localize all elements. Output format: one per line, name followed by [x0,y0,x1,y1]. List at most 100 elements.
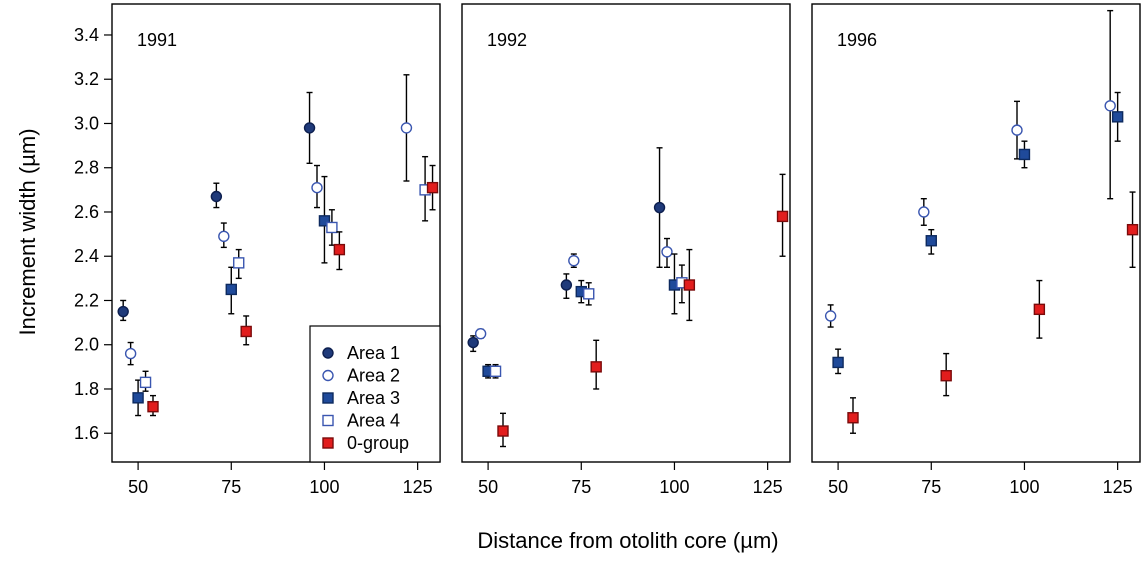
data-point [400,122,413,134]
data-point [326,221,338,234]
chart-panels: 1991 50 75 100 125 1.6 1.8 2.0 2.2 2.4 2.6 2.8 3.0 3.… [74,3,1141,497]
data-point [847,412,859,424]
legend-label: Area 3 [347,388,400,408]
data-point [147,400,159,413]
data-point [940,370,952,382]
data-point [139,376,152,389]
data-point [117,305,129,318]
panel-title: 1992 [487,30,527,50]
data-point [583,288,595,300]
data-point [661,246,673,258]
data-point [590,361,602,373]
series-area-4 [489,264,688,379]
series-area-2 [474,237,673,340]
y-tick-label: 2.8 [74,158,99,178]
panel-frame [461,3,791,463]
legend-marker-area-4 [322,414,334,427]
panel-frame [111,3,441,463]
panel-frame [811,3,1141,463]
series-area-3 [832,91,1124,375]
legend-label: Area 2 [347,366,400,386]
y-tick-label: 2.4 [74,246,99,266]
x-tick-label: 75 [921,477,941,497]
legend-marker-area-1 [322,347,334,359]
y-tick-label: 3.0 [74,113,99,133]
x-tick-label: 75 [221,477,241,497]
data-point [925,235,937,247]
data-point [218,230,230,243]
data-point [1033,303,1046,316]
legend-marker-0-group [322,437,334,449]
data-point [560,279,573,291]
data-point [467,336,479,349]
x-tick-label: 100 [659,477,689,497]
data-point [918,206,930,218]
x-tick-label: 50 [128,477,148,497]
data-point [497,425,509,437]
series-area-3 [132,175,331,417]
x-axis-title: Distance from otolith core (µm) [477,528,778,553]
data-point [832,356,844,369]
series-0-group [847,191,1139,434]
series-area-2 [824,9,1116,328]
data-point [1104,100,1116,112]
y-tick-label: 2.6 [74,202,99,222]
data-point [489,365,502,377]
y-axis-title: Increment width (µm) [15,128,40,335]
data-point [824,310,837,322]
x-tick-label: 50 [478,477,498,497]
series-area-1 [467,147,666,353]
data-point [311,181,323,194]
series-area-2 [124,74,413,366]
data-point [776,210,789,223]
data-point [124,347,137,360]
legend-label: 0-group [347,433,409,453]
y-tick-label: 1.8 [74,379,99,399]
x-tick-label: 100 [1009,477,1039,497]
series-area-4 [139,155,431,392]
panel-1991: 1991 50 75 100 125 1.6 1.8 2.0 2.2 2.4 2.6 2.8 3.0 3.… [74,3,441,497]
panel-1996: 1996 50 75 100 125 [811,3,1141,497]
data-point [426,181,439,194]
y-tick-label: 2.2 [74,290,99,310]
data-point [225,283,237,296]
x-tick-label: 50 [828,477,848,497]
data-point [1018,148,1031,161]
legend-marker-area-2 [322,369,334,382]
data-point [568,254,580,267]
data-point [683,279,696,291]
data-point [653,201,666,214]
x-tick-label: 125 [1103,477,1133,497]
data-point [1111,111,1124,123]
data-point [474,327,487,340]
panel-title: 1996 [837,30,877,50]
series-0-group [147,164,439,417]
data-point [132,392,144,404]
x-tick-label: 125 [753,477,783,497]
panel-1992: 1992 50 75 100 125 [461,3,791,497]
y-tick-label: 3.2 [74,69,99,89]
y-tick-label: 2.0 [74,335,99,355]
data-point [240,325,252,338]
series-area-3 [482,253,681,379]
series-area-1 [117,91,316,322]
data-point [233,257,245,269]
legend-label: Area 4 [347,411,400,431]
legend-label: Area 1 [347,343,400,363]
data-point [318,215,331,227]
legend-marker-area-3 [322,392,334,404]
x-tick-label: 100 [309,477,339,497]
y-tick-label: 3.4 [74,25,99,45]
x-tick-label: 125 [403,477,433,497]
data-point [303,122,316,134]
y-tick-label: 1.6 [74,423,99,443]
series-0-group [497,173,789,448]
data-point [210,190,223,203]
data-point [333,243,346,256]
x-tick-label: 75 [571,477,591,497]
data-point [1126,223,1139,236]
data-point [1011,124,1023,136]
panel-title: 1991 [137,30,177,50]
